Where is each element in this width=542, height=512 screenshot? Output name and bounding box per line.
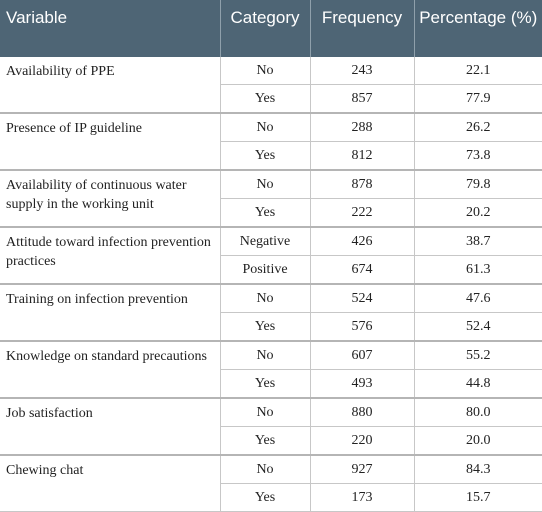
category-cell: No [220,455,310,484]
header-percentage-label: Percentage (%) [415,0,542,28]
category-cell: No [220,113,310,142]
percentage-cell: 80.0 [414,398,542,427]
percentage-cell: 20.2 [414,199,542,228]
percentage-cell: 22.1 [414,57,542,85]
category-cell: No [220,170,310,199]
frequency-cell: 243 [310,57,414,85]
variable-cell: Attitude toward infection prevention pra… [0,227,220,284]
percentage-cell: 20.0 [414,427,542,456]
percentage-cell: 61.3 [414,256,542,285]
frequency-cell: 524 [310,284,414,313]
header-frequency-label: Frequency [311,0,414,28]
variable-cell: Chewing chat [0,455,220,512]
header-frequency: Frequency [310,0,414,57]
variable-cell: Presence of IP guideline [0,113,220,170]
category-cell: Yes [220,199,310,228]
frequency-cell: 222 [310,199,414,228]
frequency-cell: 857 [310,85,414,114]
frequency-cell: 812 [310,142,414,171]
table-row: Attitude toward infection prevention pra… [0,227,542,256]
header-category: Category [220,0,310,57]
percentage-cell: 55.2 [414,341,542,370]
frequency-cell: 674 [310,256,414,285]
frequency-cell: 220 [310,427,414,456]
variable-cell: Knowledge on standard precautions [0,341,220,398]
table-row: Availability of continuous water supply … [0,170,542,199]
percentage-cell: 84.3 [414,455,542,484]
percentage-cell: 52.4 [414,313,542,342]
percentage-cell: 15.7 [414,484,542,512]
header-variable-label: Variable [0,0,220,28]
frequency-cell: 493 [310,370,414,399]
category-cell: Yes [220,427,310,456]
category-cell: Yes [220,142,310,171]
frequency-cell: 878 [310,170,414,199]
percentage-cell: 73.8 [414,142,542,171]
category-cell: No [220,341,310,370]
frequency-cell: 576 [310,313,414,342]
frequency-cell: 927 [310,455,414,484]
percentage-cell: 26.2 [414,113,542,142]
category-cell: Yes [220,313,310,342]
category-cell: Positive [220,256,310,285]
percentage-cell: 44.8 [414,370,542,399]
header-variable: Variable [0,0,220,57]
frequency-cell: 426 [310,227,414,256]
frequency-cell: 880 [310,398,414,427]
header-row: Variable Category Frequency Percentage (… [0,0,542,57]
header-category-label: Category [221,0,310,28]
table-header: Variable Category Frequency Percentage (… [0,0,542,57]
category-cell: No [220,398,310,427]
percentage-cell: 79.8 [414,170,542,199]
frequency-cell: 173 [310,484,414,512]
variable-cell: Training on infection prevention [0,284,220,341]
category-cell: Yes [220,370,310,399]
variable-cell: Availability of PPE [0,57,220,113]
category-cell: No [220,57,310,85]
category-cell: Negative [220,227,310,256]
frequency-cell: 288 [310,113,414,142]
variable-cell: Availability of continuous water supply … [0,170,220,227]
category-cell: Yes [220,484,310,512]
header-percentage: Percentage (%) [414,0,542,57]
percentage-cell: 38.7 [414,227,542,256]
category-cell: Yes [220,85,310,114]
category-cell: No [220,284,310,313]
variable-cell: Job satisfaction [0,398,220,455]
percentage-cell: 47.6 [414,284,542,313]
frequency-cell: 607 [310,341,414,370]
percentage-cell: 77.9 [414,85,542,114]
